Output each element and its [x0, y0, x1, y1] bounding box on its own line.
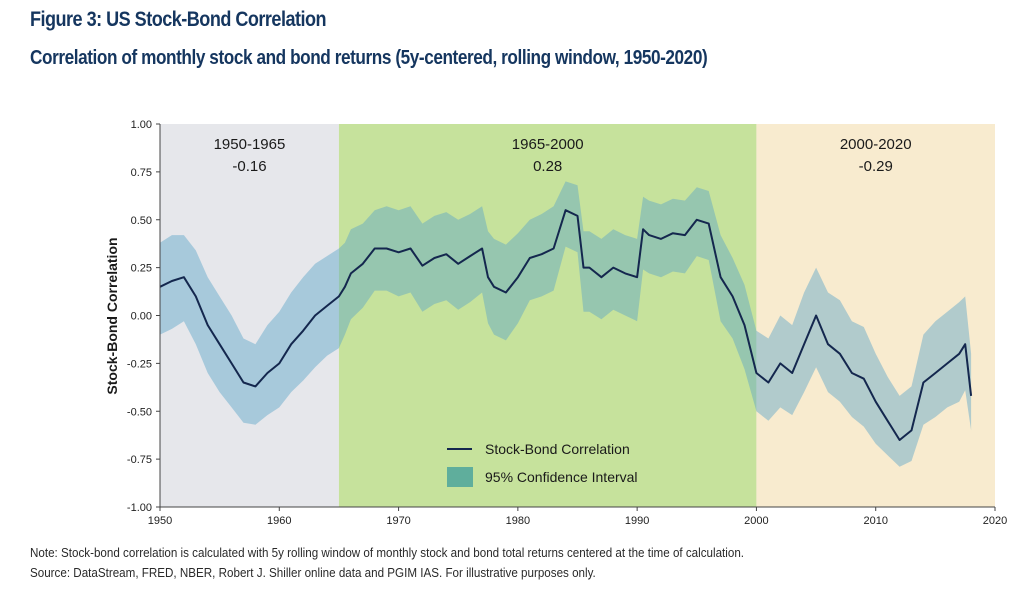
x-tick-label: 2010: [863, 515, 887, 527]
y-axis-label: Stock-Bond Correlation: [104, 237, 120, 394]
x-tick-label: 2020: [983, 515, 1007, 527]
figure-title: Figure 3: US Stock-Bond Correlation: [30, 8, 327, 31]
period-background-1950-1965: [160, 124, 339, 507]
period-background-1965-2000: [338, 124, 757, 507]
y-tick-label: 1.00: [131, 119, 152, 131]
y-tick-label: 0.00: [131, 311, 152, 323]
period-average-value: -0.29: [859, 158, 893, 175]
y-tick-label: -0.50: [127, 406, 152, 418]
y-tick-label: 0.50: [131, 215, 152, 227]
x-tick-label: 1960: [267, 515, 291, 527]
legend-label-confidence: 95% Confidence Interval: [485, 469, 638, 485]
chart-source: Source: DataStream, FRED, NBER, Robert J…: [30, 566, 596, 580]
confidence-band-layer: [160, 181, 972, 467]
y-tick-label: -1.00: [127, 502, 152, 514]
period-range-label: 1950-1965: [214, 136, 286, 153]
y-tick-label: -0.25: [127, 358, 152, 370]
period-label-layer: 1950-1965 -0.16 1965-2000 0.28 2000-2020 -0.2…: [214, 136, 912, 175]
axis-layer: 1950 1960 1970 1980 1990 2000 2010 2020 1.00 0.75…: [127, 119, 1007, 527]
x-tick-label: 1970: [386, 515, 410, 527]
x-tick-label: 1950: [148, 515, 172, 527]
chart-note: Note: Stock-bond correlation is calculat…: [30, 546, 745, 560]
figure-subtitle: Correlation of monthly stock and bond re…: [30, 47, 708, 69]
x-tick-label: 1980: [506, 515, 530, 527]
period-average-value: 0.28: [533, 158, 562, 175]
x-tick-label: 1990: [625, 515, 649, 527]
period-background-layer: [160, 124, 995, 507]
x-tick-label: 2000: [744, 515, 768, 527]
legend-band-swatch: [447, 467, 473, 487]
y-tick-label: 0.25: [131, 263, 152, 275]
correlation-line-layer: [159, 209, 973, 441]
chart-legend: Stock-Bond Correlation 95% Confidence In…: [447, 441, 638, 487]
confidence-interval-band: [160, 181, 972, 467]
legend-label-correlation: Stock-Bond Correlation: [485, 441, 630, 457]
period-range-label: 2000-2020: [840, 136, 912, 153]
period-average-value: -0.16: [232, 158, 266, 175]
y-tick-label: 0.75: [131, 167, 152, 179]
period-background-2000-2020: [756, 124, 995, 507]
correlation-series-line: [159, 209, 973, 441]
period-range-label: 1965-2000: [512, 136, 584, 153]
y-tick-label: -0.75: [127, 454, 152, 466]
